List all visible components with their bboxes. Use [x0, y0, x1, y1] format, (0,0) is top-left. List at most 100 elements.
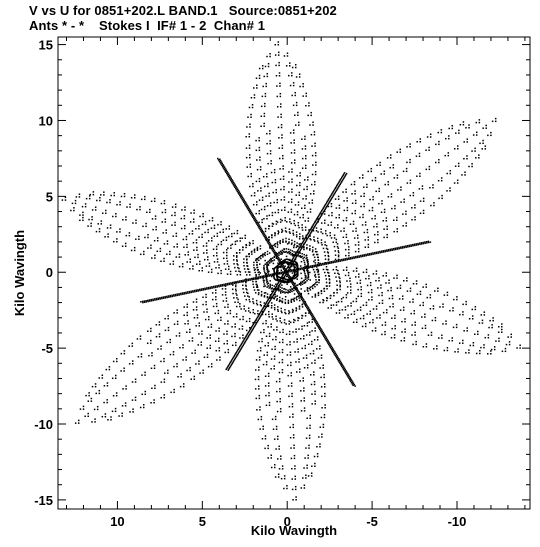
uv-point: [157, 348, 159, 350]
uv-point: [271, 295, 274, 298]
uv-point: [82, 408, 85, 410]
uv-point: [330, 345, 333, 348]
uv-point: [290, 372, 292, 374]
uv-point: [289, 276, 291, 278]
uv-point: [290, 300, 292, 302]
uv-point: [198, 363, 200, 365]
uv-point: [504, 347, 507, 350]
uv-point: [297, 114, 299, 116]
uv-point: [183, 227, 186, 230]
uv-point: [281, 371, 284, 374]
uv-point: [268, 404, 271, 407]
uv-point: [310, 133, 313, 136]
uv-point: [297, 221, 300, 224]
uv-point: [306, 325, 309, 327]
uv-point: [183, 306, 185, 308]
uv-point: [291, 252, 294, 255]
uv-point: [252, 214, 254, 217]
uv-point: [490, 131, 492, 134]
uv-point: [163, 200, 166, 202]
uv-point: [190, 290, 192, 293]
uv-point: [149, 208, 151, 211]
uv-point: [194, 352, 196, 354]
uv-point: [402, 225, 404, 227]
uv-point: [309, 352, 312, 355]
uv-point: [453, 182, 456, 184]
uv-point: [275, 223, 278, 225]
uv-point: [163, 396, 166, 399]
uv-point: [151, 387, 153, 390]
uv-point: [275, 290, 277, 292]
uv-point: [372, 308, 375, 310]
uv-point: [256, 286, 259, 289]
uv-point: [265, 239, 268, 242]
uv-point: [295, 361, 297, 363]
uv-point: [357, 248, 360, 250]
uv-point: [323, 336, 326, 339]
uv-point: [393, 334, 396, 336]
uv-point: [82, 216, 84, 219]
uv-point: [495, 340, 497, 342]
uv-point: [303, 335, 305, 337]
uv-point: [320, 228, 322, 230]
uv-point: [253, 219, 256, 221]
uv-point: [265, 227, 267, 230]
uv-point: [348, 375, 351, 378]
uv-point: [300, 410, 303, 412]
uv-point: [287, 265, 290, 268]
uv-point: [120, 370, 122, 372]
uv-point: [306, 244, 308, 246]
uv-point: [64, 199, 67, 201]
uv-point: [447, 152, 450, 154]
uv-point: [393, 230, 395, 233]
uv-point: [468, 352, 470, 354]
uv-point: [314, 293, 317, 295]
uv-point: [277, 258, 279, 261]
uv-point: [366, 231, 369, 234]
uv-point: [238, 191, 241, 193]
uv-point: [87, 415, 89, 418]
uv-point: [167, 295, 170, 297]
uv-point: [307, 236, 309, 239]
uv-point: [326, 340, 328, 343]
uv-point: [224, 323, 226, 325]
uv-point: [270, 457, 272, 459]
uv-point: [312, 317, 314, 320]
uv-point: [164, 297, 167, 299]
uv-point: [258, 224, 260, 226]
uv-point: [286, 343, 288, 346]
uv-point: [269, 55, 271, 58]
uv-point: [295, 194, 297, 196]
uv-point: [293, 256, 295, 258]
uv-point: [201, 236, 203, 238]
uv-point: [189, 366, 191, 369]
uv-point: [346, 209, 349, 212]
uv-point: [273, 304, 276, 306]
uv-point: [285, 65, 288, 67]
uv-point: [288, 267, 291, 270]
uv-point: [245, 147, 248, 149]
uv-point: [336, 355, 338, 357]
uv-point: [317, 269, 320, 271]
uv-point: [177, 376, 179, 378]
uv-point: [291, 191, 293, 193]
uv-point: [289, 132, 292, 134]
uv-point: [306, 279, 308, 282]
uv-point: [307, 475, 310, 477]
uv-point: [401, 246, 404, 248]
uv-point: [95, 230, 98, 233]
uv-point: [220, 316, 222, 319]
uv-point: [417, 243, 419, 246]
uv-point: [320, 331, 323, 333]
uv-point: [280, 281, 282, 284]
uv-point: [382, 311, 385, 314]
uv-point: [263, 329, 265, 331]
x-tick-label: 10: [110, 514, 124, 529]
uv-point: [280, 264, 283, 266]
uv-point: [291, 405, 294, 408]
uv-point: [309, 271, 311, 274]
uv-point: [272, 244, 274, 247]
uv-point: [327, 199, 329, 201]
uv-point: [316, 263, 319, 266]
uv-point: [295, 252, 297, 255]
